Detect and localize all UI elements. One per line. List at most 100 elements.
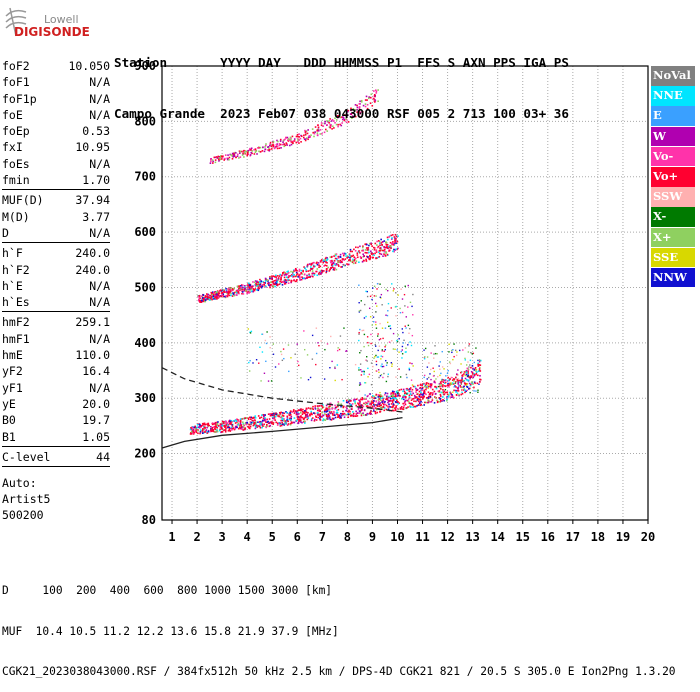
echo-point	[375, 400, 377, 403]
echo-point	[374, 101, 376, 103]
echo-point	[327, 415, 330, 418]
echo-point	[225, 423, 228, 426]
echo-point	[358, 103, 361, 105]
echo-point	[471, 382, 473, 384]
echo-point	[316, 412, 319, 414]
param-value: N/A	[89, 225, 110, 240]
echo-point	[322, 404, 324, 406]
echo-point	[450, 383, 452, 386]
echo-point	[363, 317, 366, 319]
echo-point	[380, 253, 383, 256]
echo-point	[291, 421, 293, 424]
echo-point	[197, 432, 199, 435]
echo-point	[209, 296, 212, 299]
echo-point	[438, 391, 441, 393]
echo-point	[217, 291, 219, 294]
echo-point	[464, 382, 466, 385]
echo-point	[298, 270, 301, 272]
echo-point	[258, 421, 261, 423]
echo-point	[427, 397, 430, 399]
echo-point	[367, 256, 369, 258]
echo-point	[229, 153, 232, 156]
echo-point	[465, 373, 468, 376]
echo-point	[304, 133, 307, 136]
echo-point	[232, 155, 234, 157]
echo-point	[438, 396, 441, 399]
echo-point	[201, 424, 204, 427]
echo-point	[311, 270, 314, 272]
echo-point	[409, 341, 411, 343]
echo-point	[236, 155, 239, 158]
x-tick-label: 20	[641, 530, 655, 544]
echo-point	[237, 422, 240, 425]
echo-point	[382, 249, 385, 252]
echo-point	[239, 288, 241, 291]
echo-point	[406, 399, 409, 402]
echo-point	[358, 333, 360, 335]
echo-point	[407, 324, 410, 327]
echo-point	[245, 423, 248, 426]
echo-point	[303, 134, 305, 137]
echo-point	[373, 410, 375, 412]
echo-point	[367, 247, 370, 249]
echo-point	[248, 292, 250, 294]
echo-point	[295, 268, 298, 271]
echo-point	[212, 293, 215, 296]
echo-point	[296, 133, 299, 136]
echo-point	[198, 423, 201, 425]
echo-point	[423, 392, 426, 395]
echo-point	[324, 419, 327, 421]
echo-point	[314, 126, 317, 128]
echo-point	[318, 266, 320, 269]
echo-point	[322, 418, 325, 420]
echo-point	[218, 291, 220, 293]
echo-point	[470, 383, 472, 386]
echo-point	[269, 424, 272, 427]
echo-point	[250, 288, 252, 291]
echo-point	[380, 358, 382, 360]
echo-point	[377, 333, 379, 335]
echo-point	[200, 425, 202, 427]
echo-point	[385, 380, 388, 383]
echo-point	[288, 418, 291, 421]
echo-point	[209, 297, 212, 300]
echo-point	[405, 396, 407, 399]
echo-point	[394, 408, 397, 411]
echo-point	[241, 150, 243, 153]
echo-point	[202, 300, 205, 302]
echo-point	[373, 94, 376, 96]
echo-point	[303, 138, 306, 140]
echo-point	[204, 297, 207, 300]
echo-point	[458, 379, 460, 382]
echo-point	[204, 427, 206, 429]
echo-point	[300, 377, 302, 379]
echo-point	[382, 255, 384, 257]
echo-point	[235, 156, 237, 159]
echo-point	[418, 390, 421, 393]
echo-point	[469, 376, 471, 379]
echo-point	[410, 399, 413, 401]
echo-point	[210, 291, 213, 294]
echo-point	[357, 403, 360, 405]
echo-point	[248, 423, 251, 426]
echo-point	[346, 263, 348, 265]
echo-point	[334, 253, 337, 256]
echo-point	[237, 289, 240, 292]
echo-point	[455, 380, 457, 383]
echo-point	[253, 153, 256, 155]
echo-point	[361, 260, 364, 263]
echo-point	[249, 332, 252, 334]
echo-point	[306, 276, 308, 279]
echo-point	[427, 399, 429, 401]
echo-point	[265, 285, 267, 288]
legend-item: W	[651, 126, 695, 147]
echo-point	[409, 402, 412, 405]
echo-point	[261, 285, 264, 287]
echo-point	[409, 393, 412, 396]
echo-point	[366, 103, 369, 106]
echo-point	[374, 397, 377, 399]
echo-point	[225, 287, 227, 290]
echo-point	[296, 413, 299, 416]
echo-point	[359, 113, 361, 115]
echo-point	[402, 331, 404, 334]
